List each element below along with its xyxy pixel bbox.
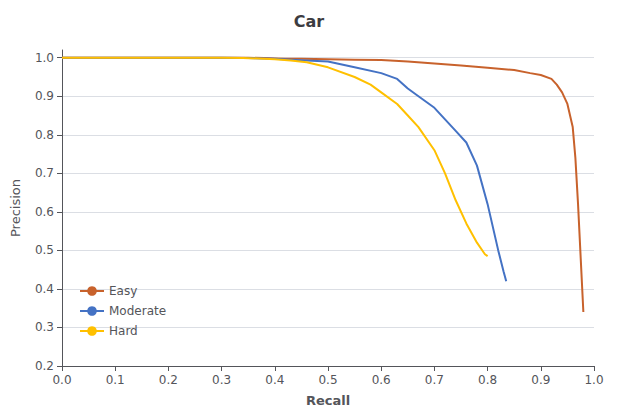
- svg-text:0.6: 0.6: [35, 205, 54, 219]
- svg-text:0.3: 0.3: [212, 373, 231, 387]
- svg-text:0.4: 0.4: [265, 373, 284, 387]
- svg-text:Hard: Hard: [109, 324, 138, 338]
- svg-text:0.7: 0.7: [425, 373, 444, 387]
- svg-text:0.1: 0.1: [106, 373, 125, 387]
- svg-text:Easy: Easy: [109, 284, 137, 298]
- svg-text:0.0: 0.0: [52, 373, 71, 387]
- svg-text:0.5: 0.5: [318, 373, 337, 387]
- svg-text:0.7: 0.7: [35, 166, 54, 180]
- svg-text:0.2: 0.2: [35, 359, 54, 373]
- svg-text:Recall: Recall: [306, 393, 350, 408]
- svg-text:0.4: 0.4: [35, 282, 54, 296]
- svg-text:0.2: 0.2: [159, 373, 178, 387]
- svg-text:0.9: 0.9: [531, 373, 550, 387]
- svg-text:Moderate: Moderate: [109, 304, 166, 318]
- svg-text:0.8: 0.8: [35, 128, 54, 142]
- svg-text:1.0: 1.0: [35, 51, 54, 65]
- svg-text:0.5: 0.5: [35, 243, 54, 257]
- svg-text:1.0: 1.0: [584, 373, 603, 387]
- svg-text:Car: Car: [294, 12, 325, 31]
- svg-text:0.3: 0.3: [35, 320, 54, 334]
- svg-text:0.8: 0.8: [478, 373, 497, 387]
- svg-text:0.6: 0.6: [372, 373, 391, 387]
- svg-text:0.9: 0.9: [35, 89, 54, 103]
- svg-text:Precision: Precision: [8, 179, 23, 237]
